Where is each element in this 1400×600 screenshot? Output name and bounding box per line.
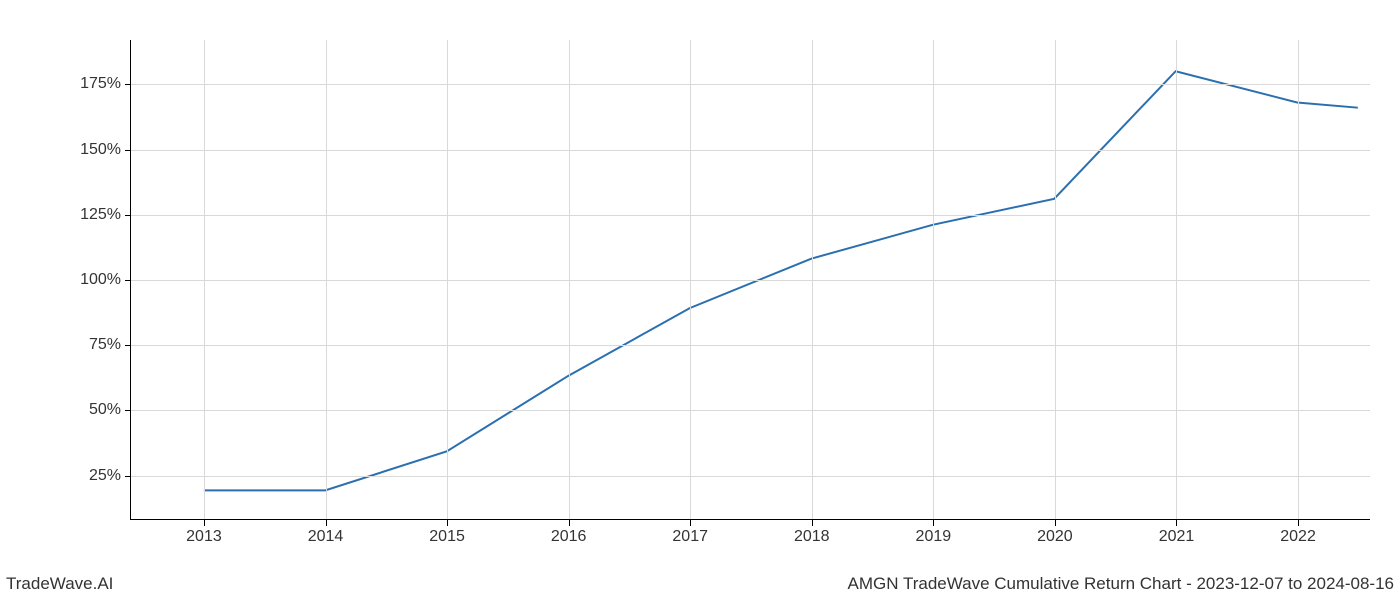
y-tick-label: 125% (61, 206, 121, 224)
grid-h (131, 280, 1370, 281)
tick-mark-x (1176, 520, 1177, 526)
x-tick-label: 2020 (1037, 528, 1073, 546)
tick-mark-x (690, 520, 691, 526)
footer-brand: TradeWave.AI (6, 574, 113, 594)
y-tick-label: 25% (61, 467, 121, 485)
tick-mark-y (125, 215, 131, 216)
x-tick-label: 2013 (186, 528, 222, 546)
x-tick-label: 2021 (1159, 528, 1195, 546)
tick-mark-x (1298, 520, 1299, 526)
x-tick-label: 2018 (794, 528, 830, 546)
tick-mark-x (326, 520, 327, 526)
grid-h (131, 345, 1370, 346)
x-tick-label: 2019 (916, 528, 952, 546)
tick-mark-x (204, 520, 205, 526)
tick-mark-x (447, 520, 448, 526)
y-tick-label: 175% (61, 75, 121, 93)
x-tick-label: 2015 (429, 528, 465, 546)
tick-mark-x (569, 520, 570, 526)
tick-mark-y (125, 280, 131, 281)
grid-h (131, 150, 1370, 151)
grid-h (131, 410, 1370, 411)
y-tick-label: 100% (61, 271, 121, 289)
tick-mark-y (125, 476, 131, 477)
footer-caption: AMGN TradeWave Cumulative Return Chart -… (848, 574, 1394, 594)
grid-h (131, 215, 1370, 216)
tick-mark-x (1055, 520, 1056, 526)
tick-mark-y (125, 84, 131, 85)
plot-area: 2013201420152016201720182019202020212022… (130, 40, 1370, 520)
y-tick-label: 50% (61, 401, 121, 419)
tick-mark-y (125, 150, 131, 151)
grid-h (131, 84, 1370, 85)
tick-mark-x (933, 520, 934, 526)
tick-mark-y (125, 410, 131, 411)
y-tick-label: 75% (61, 336, 121, 354)
tick-mark-y (125, 345, 131, 346)
y-tick-label: 150% (61, 141, 121, 159)
x-tick-label: 2016 (551, 528, 587, 546)
grid-h (131, 476, 1370, 477)
x-tick-label: 2022 (1280, 528, 1316, 546)
x-tick-label: 2017 (672, 528, 708, 546)
chart-container: 2013 2014 2015 2016 2017 2018 2019 2020 2021 2022… (0, 20, 1400, 560)
tick-mark-x (812, 520, 813, 526)
x-tick-label: 2014 (308, 528, 344, 546)
